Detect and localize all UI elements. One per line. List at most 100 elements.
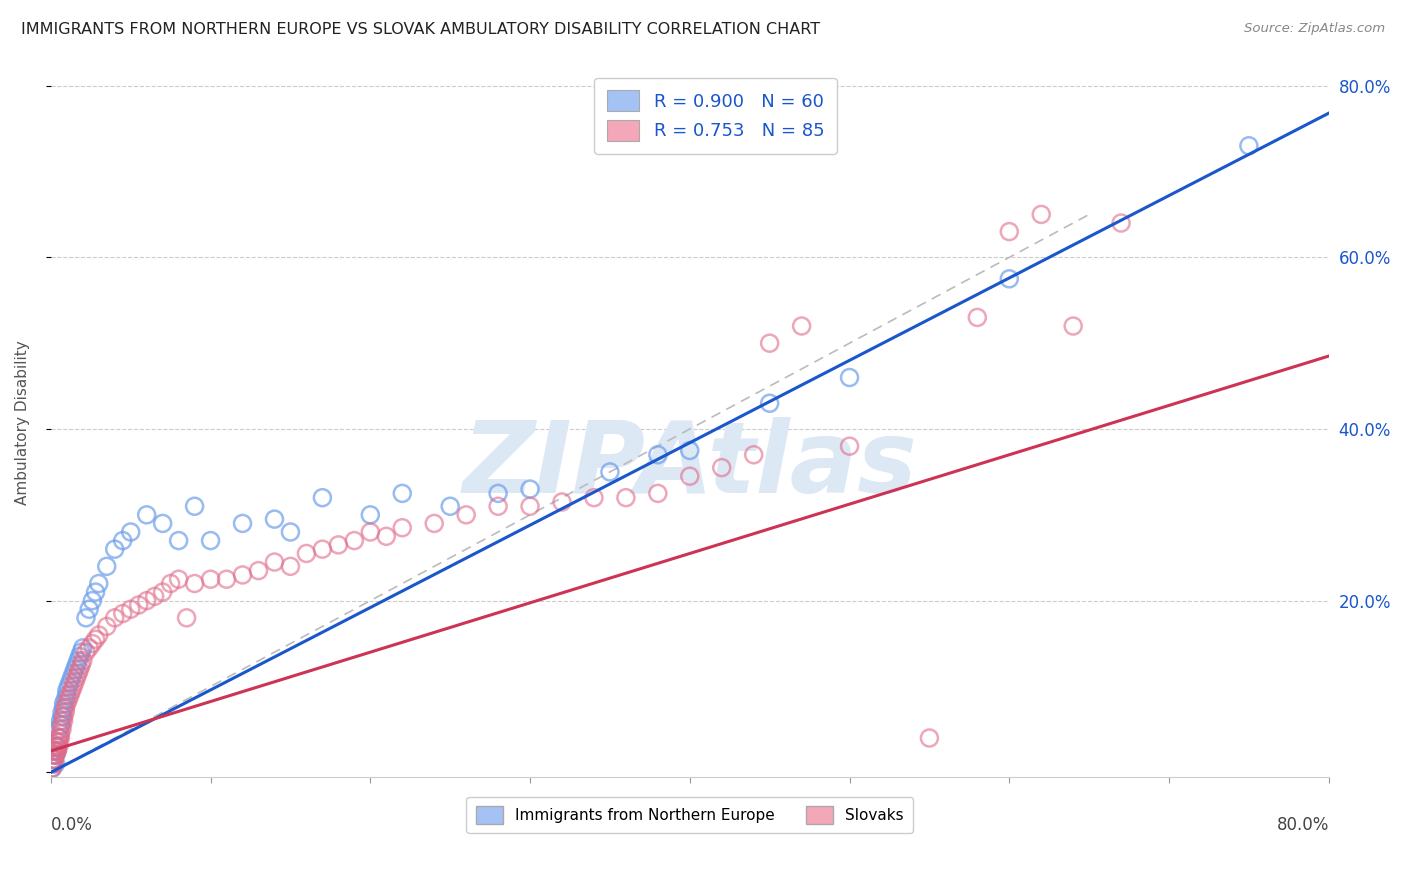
Point xyxy=(311,491,333,505)
Point xyxy=(159,576,181,591)
Point xyxy=(58,692,80,706)
Point xyxy=(328,538,350,552)
Point xyxy=(104,611,127,625)
Point xyxy=(82,637,104,651)
Point xyxy=(742,448,765,462)
Point xyxy=(51,709,73,723)
Point xyxy=(790,318,813,333)
Point xyxy=(152,516,174,531)
Point xyxy=(111,533,134,548)
Point xyxy=(311,542,333,557)
Y-axis label: Ambulatory Disability: Ambulatory Disability xyxy=(15,340,30,505)
Point xyxy=(375,529,398,543)
Point xyxy=(120,524,142,539)
Point xyxy=(359,508,381,522)
Point xyxy=(231,516,253,531)
Point xyxy=(60,671,83,685)
Point xyxy=(135,593,157,607)
Point xyxy=(1031,207,1053,221)
Point xyxy=(710,460,733,475)
Point xyxy=(838,439,860,453)
Point xyxy=(77,640,100,655)
Point xyxy=(65,658,87,673)
Point xyxy=(263,555,285,569)
Point xyxy=(48,723,70,737)
Point xyxy=(1062,318,1084,333)
Text: 80.0%: 80.0% xyxy=(1277,815,1329,833)
Point xyxy=(231,568,253,582)
Point xyxy=(53,692,76,706)
Point xyxy=(200,533,222,548)
Point xyxy=(423,516,446,531)
Point xyxy=(49,714,72,728)
Point xyxy=(53,701,76,715)
Point xyxy=(62,680,84,694)
Point xyxy=(167,533,190,548)
Point xyxy=(49,731,72,745)
Point xyxy=(343,533,366,548)
Point xyxy=(96,559,118,574)
Point xyxy=(65,671,87,685)
Point xyxy=(51,723,73,737)
Point xyxy=(56,688,79,702)
Point xyxy=(56,697,79,711)
Point xyxy=(152,585,174,599)
Point xyxy=(51,705,73,719)
Point xyxy=(69,649,91,664)
Point xyxy=(70,645,93,659)
Point xyxy=(72,654,94,668)
Point xyxy=(838,370,860,384)
Point xyxy=(582,491,605,505)
Point xyxy=(45,756,67,771)
Point xyxy=(52,701,75,715)
Point xyxy=(42,744,65,758)
Point xyxy=(75,611,97,625)
Point xyxy=(46,739,69,754)
Point xyxy=(41,752,63,766)
Point xyxy=(84,585,107,599)
Point xyxy=(135,508,157,522)
Point xyxy=(63,662,86,676)
Point xyxy=(200,572,222,586)
Point xyxy=(48,731,70,745)
Point xyxy=(183,500,205,514)
Point xyxy=(176,611,198,625)
Point xyxy=(87,628,110,642)
Point xyxy=(758,336,780,351)
Point xyxy=(82,593,104,607)
Point xyxy=(41,756,63,771)
Point xyxy=(42,756,65,771)
Point xyxy=(519,500,541,514)
Point xyxy=(966,310,988,325)
Point xyxy=(46,739,69,754)
Point xyxy=(456,508,478,522)
Point xyxy=(599,465,621,479)
Point xyxy=(41,761,63,775)
Text: Source: ZipAtlas.com: Source: ZipAtlas.com xyxy=(1244,22,1385,36)
Point xyxy=(280,559,302,574)
Point xyxy=(62,666,84,681)
Point xyxy=(96,619,118,633)
Point xyxy=(280,524,302,539)
Point xyxy=(60,683,83,698)
Point xyxy=(42,752,65,766)
Point xyxy=(486,500,509,514)
Point xyxy=(551,495,574,509)
Point xyxy=(918,731,941,745)
Point xyxy=(53,705,76,719)
Point xyxy=(41,756,63,771)
Point xyxy=(45,739,67,754)
Point xyxy=(183,576,205,591)
Point xyxy=(998,225,1021,239)
Point xyxy=(247,564,270,578)
Point xyxy=(486,486,509,500)
Point xyxy=(46,744,69,758)
Point xyxy=(679,443,702,458)
Point xyxy=(56,683,79,698)
Text: 0.0%: 0.0% xyxy=(51,815,93,833)
Point xyxy=(45,748,67,763)
Point xyxy=(128,598,150,612)
Point xyxy=(66,666,89,681)
Point xyxy=(758,396,780,410)
Point xyxy=(45,744,67,758)
